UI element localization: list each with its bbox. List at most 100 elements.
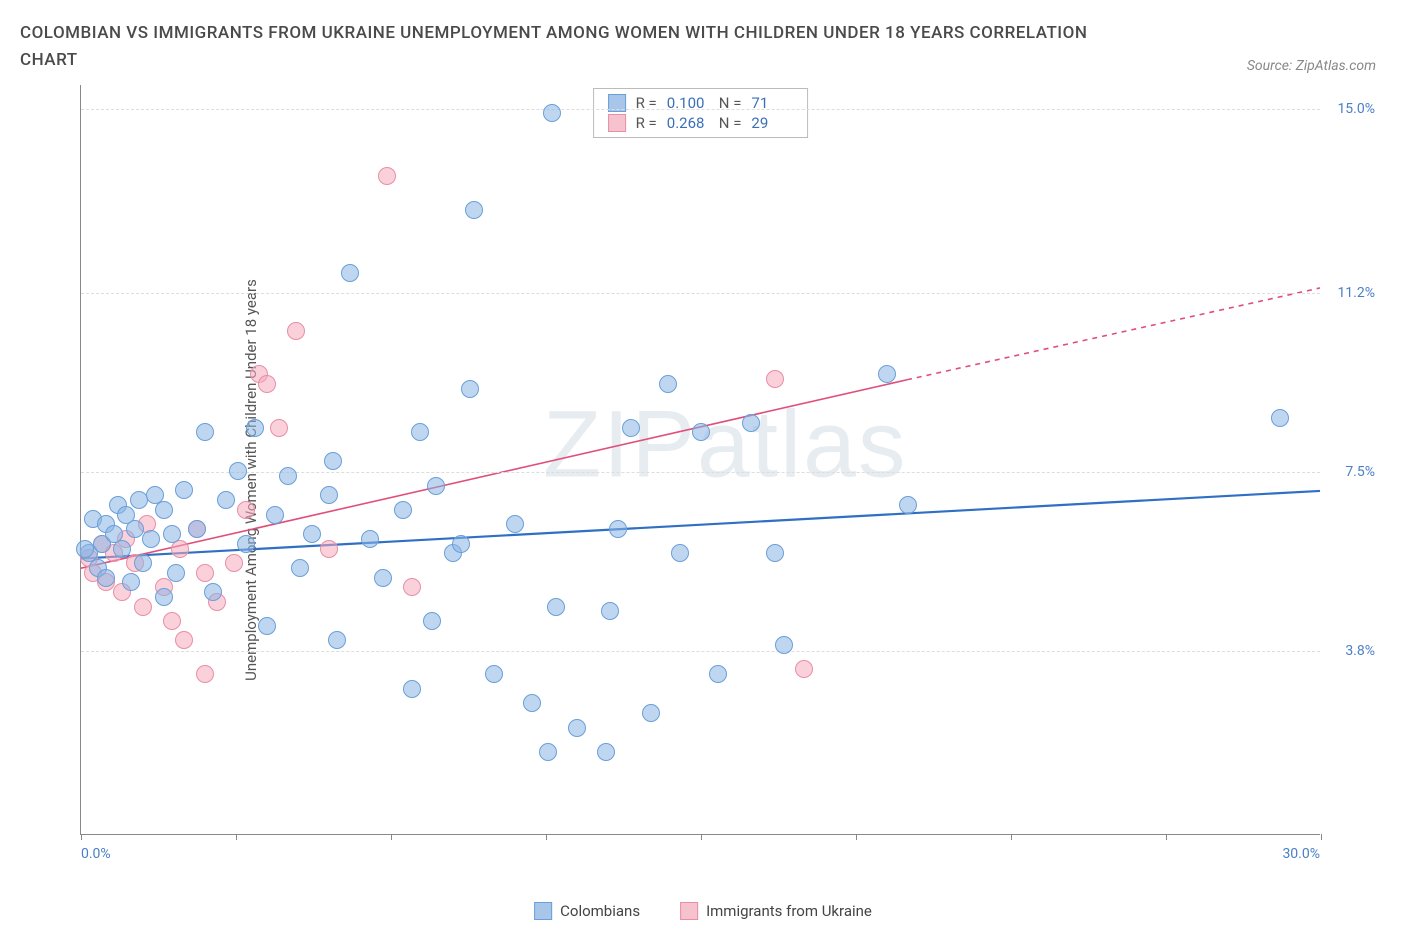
n-label: N = [719,114,742,132]
colombians-point [167,564,185,582]
scatter-plot: ZIPatlas R =0.100N =71R =0.268N =29 0.0%… [80,85,1320,835]
ukraine-point [196,665,214,683]
r-value: 0.268 [667,114,709,132]
stats-row: R = 0.268 N = 29 [608,113,794,133]
colombians-point [328,631,346,649]
legend: Colombians Immigrants from Ukraine [534,902,872,920]
trend-lines [81,85,1320,834]
ukraine-point [270,419,288,437]
gridline [81,472,1320,473]
colombians-point [506,515,524,533]
ukraine-point [378,167,396,185]
ukraine-point [320,540,338,558]
ukraine-point [175,631,193,649]
colombians-point [196,423,214,441]
colombians-point [163,525,181,543]
r-label: R = [636,114,657,132]
ukraine-point [196,564,214,582]
colombians-point [291,559,309,577]
colombians-point [597,743,615,761]
gridline [81,651,1320,652]
colombians-point [642,704,660,722]
legend-item: Immigrants from Ukraine [680,902,872,920]
colombians-point [622,419,640,437]
n-value: 29 [751,114,793,132]
colombians-point [899,496,917,514]
colombians-point [394,501,412,519]
colombians-point [374,569,392,587]
colombians-point [97,569,115,587]
x-tick [391,834,392,840]
x-axis-min-label: 0.0% [81,846,111,862]
chart-title: COLOMBIAN VS IMMIGRANTS FROM UKRAINE UNE… [20,20,1120,74]
y-tick-label: 15.0% [1337,101,1375,117]
ukraine-point [258,375,276,393]
colombians-point [246,419,264,437]
ukraine-point [134,598,152,616]
x-tick [236,834,237,840]
colombians-point [601,602,619,620]
colombians-point [568,719,586,737]
ukraine-point [163,612,181,630]
x-tick [1166,834,1167,840]
x-tick [701,834,702,840]
ukraine-point [237,501,255,519]
colombians-point [403,680,421,698]
x-tick [1011,834,1012,840]
source-label: Source: ZipAtlas.com [1247,58,1376,74]
x-tick [1321,834,1322,840]
watermark: ZIPatlas [543,390,907,499]
colombians-point [427,477,445,495]
stats-box: R =0.100N =71R =0.268N =29 [593,88,809,138]
colombians-point [113,540,131,558]
colombians-point [461,380,479,398]
colombians-point [423,612,441,630]
colombians-point [361,530,379,548]
colombians-point [142,530,160,548]
colombians-point [659,375,677,393]
colombians-point [692,423,710,441]
colombians-point [539,743,557,761]
colombians-point [134,554,152,572]
colombians-point [175,481,193,499]
colombians-point [126,520,144,538]
colombians-point [485,665,503,683]
colombians-point [155,501,173,519]
colombians-point [543,104,561,122]
ukraine-point [766,370,784,388]
colombians-point [341,264,359,282]
colombians-point [775,636,793,654]
y-tick-label: 11.2% [1337,285,1375,301]
ukraine-point [795,660,813,678]
colombians-point [266,506,284,524]
ukraine-point [225,554,243,572]
x-tick [856,834,857,840]
colombians-point [609,520,627,538]
colombians-point [303,525,321,543]
colombians-point [258,617,276,635]
colombians-point [411,423,429,441]
colombians-point [204,583,222,601]
gridline [81,293,1320,294]
colombians-point [523,694,541,712]
colombians-point [76,540,94,558]
x-axis-max-label: 30.0% [1282,846,1320,862]
colombians-point [742,414,760,432]
legend-label: Immigrants from Ukraine [706,902,872,920]
ukraine-point [403,578,421,596]
colombians-point [878,365,896,383]
colombians-point [547,598,565,616]
colombians-point [229,462,247,480]
y-tick-label: 7.5% [1345,464,1375,480]
colombians-point [188,520,206,538]
colombians-point [452,535,470,553]
colombians-point [1271,409,1289,427]
colombians-point [324,452,342,470]
colombians-point [766,544,784,562]
legend-item: Colombians [534,902,640,920]
gridline [81,109,1320,110]
colombians-point [130,491,148,509]
ukraine-point [287,322,305,340]
y-tick-label: 3.8% [1345,643,1375,659]
colombians-point [465,201,483,219]
